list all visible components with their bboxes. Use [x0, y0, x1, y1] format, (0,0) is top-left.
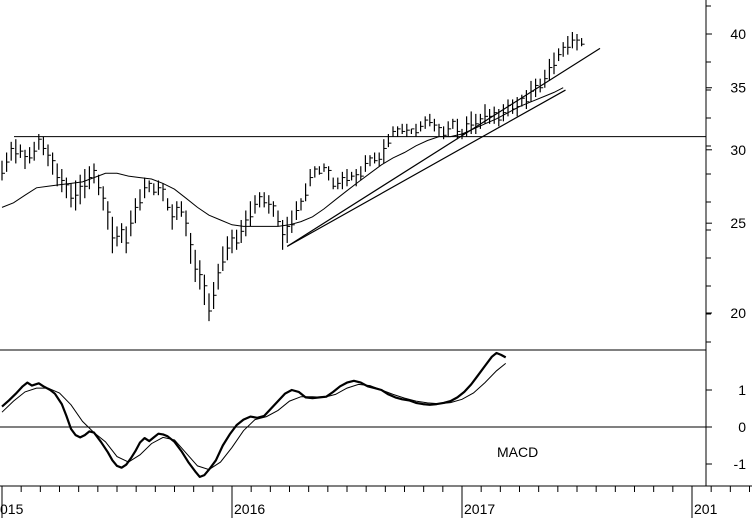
y-tick-label: 30 — [730, 142, 746, 158]
y-tick-label: 35 — [730, 80, 746, 96]
macd-y-tick-label: -1 — [734, 456, 747, 472]
x-tick-label: 2016 — [234, 501, 265, 517]
trend-line-2 — [286, 89, 566, 247]
macd-signal-line — [1, 363, 507, 471]
y-tick-label: 20 — [730, 305, 746, 321]
macd-y-tick-label: 0 — [738, 419, 746, 435]
x-tick-label: 201 — [694, 501, 718, 517]
x-tick-label: 2017 — [464, 501, 495, 517]
y-tick-label: 25 — [730, 215, 746, 231]
price-panel — [1, 31, 706, 322]
trend-line-1 — [286, 47, 601, 247]
macd-y-tick-label: 1 — [738, 382, 746, 398]
macd-panel: MACD — [0, 351, 706, 478]
y-tick-label: 40 — [730, 26, 746, 42]
price-moving-average — [1, 87, 564, 227]
macd-annotation: MACD — [497, 444, 538, 460]
macd-line — [1, 351, 507, 478]
x-tick-label: 015 — [0, 501, 24, 517]
